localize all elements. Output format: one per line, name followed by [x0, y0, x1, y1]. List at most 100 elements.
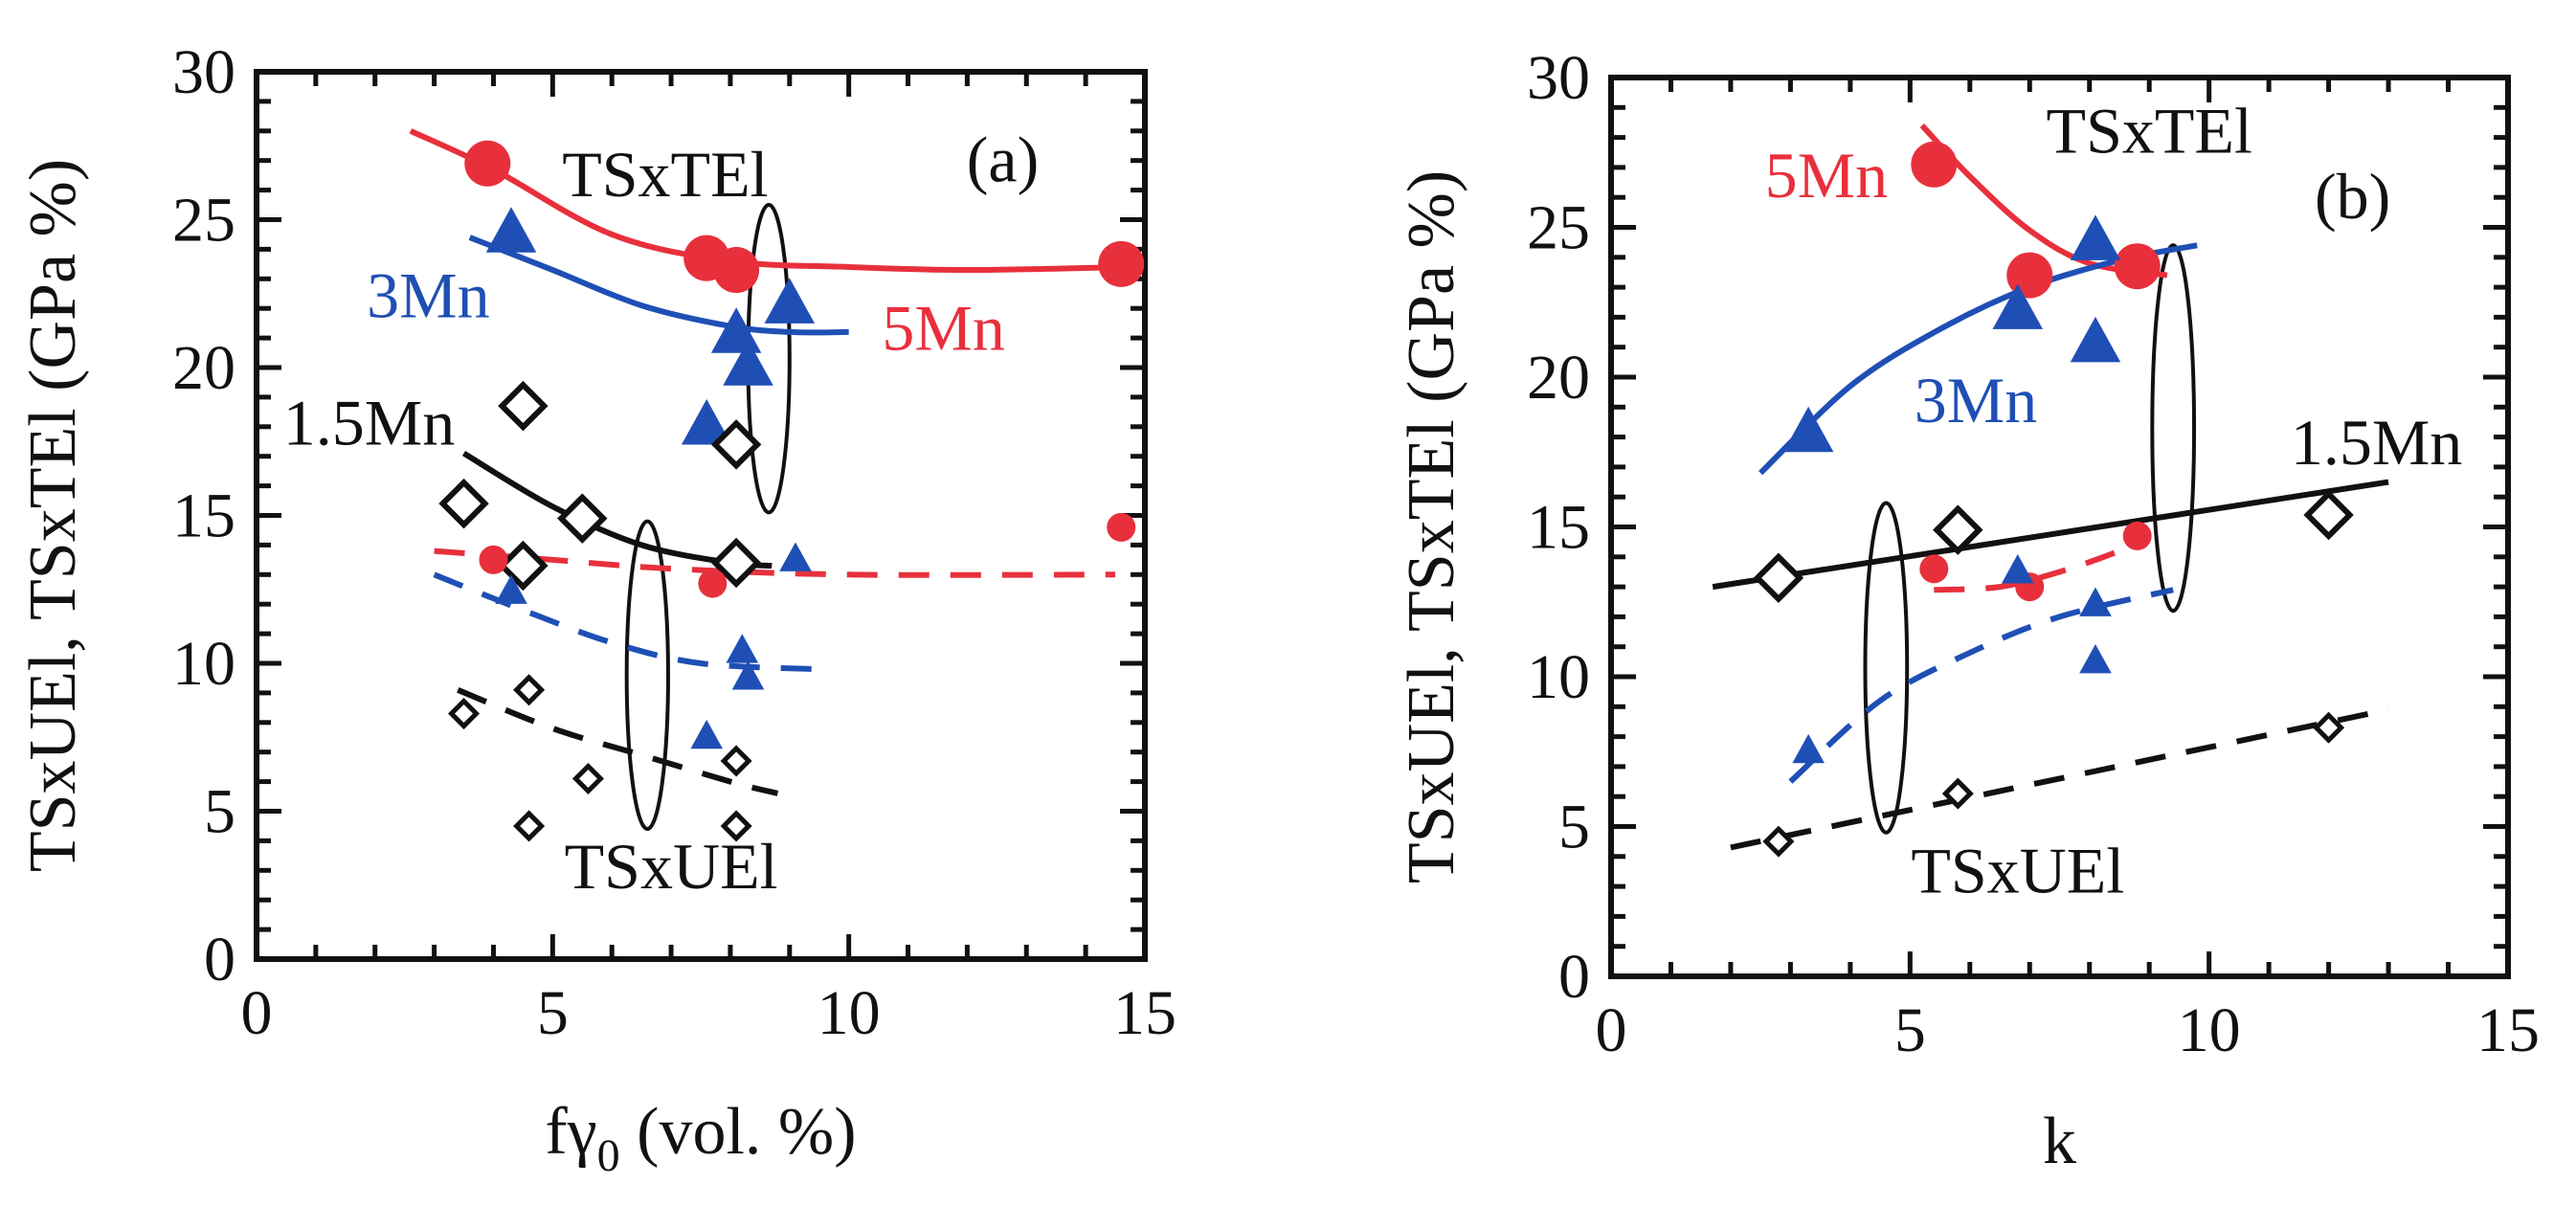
y-tick-label: 0 — [204, 925, 235, 995]
y-tick-label: 20 — [172, 333, 235, 403]
x-tick-label: 15 — [1113, 978, 1176, 1048]
data-point-1-5mn-tsxtel — [438, 478, 489, 529]
annotation-tsxtel: TSxTEl — [2047, 94, 2252, 167]
annotation-5mn: 5Mn — [1765, 139, 1888, 212]
data-point-3mn-tsxtel — [723, 340, 773, 386]
annotation-1-5mn: 1.5Mn — [283, 386, 455, 458]
data-point-3mn-tsxtel — [1992, 283, 2044, 329]
y-axis-title: TSxUEl, TSxTEl (GPa %) — [16, 159, 90, 872]
x-tick-label: 15 — [2476, 995, 2540, 1065]
y-tick-label: 20 — [1527, 343, 1590, 413]
y-tick-label: 5 — [204, 777, 235, 847]
y-tick-label: 15 — [1527, 493, 1590, 563]
data-point-1-5mn-tsxuel — [1762, 825, 1795, 858]
data-point-1-5mn-tsxtel — [710, 419, 762, 470]
x-axis-title-main: fγ — [545, 1095, 596, 1169]
y-tick-label: 10 — [172, 629, 235, 699]
data-point-1-5mn-tsxuel — [2313, 711, 2345, 744]
data-point-5mn-tsxuel — [2122, 521, 2152, 550]
y-tick-label: 10 — [1527, 642, 1590, 712]
x-tick-label: 5 — [537, 978, 569, 1048]
data-point-5mn-tsxtel — [464, 140, 511, 187]
y-tick-label: 5 — [1558, 793, 1590, 862]
y-tick-label: 30 — [1527, 43, 1590, 113]
annotation-tsxuel: TSxUEl — [565, 830, 778, 903]
data-point-3mn-tsxuel — [779, 542, 812, 571]
data-point-5mn-tsxtel — [2114, 243, 2161, 290]
annotation-3mn: 3Mn — [1915, 364, 2037, 436]
data-point-3mn-tsxuel — [2079, 643, 2112, 674]
data-point-3mn-tsxuel — [495, 574, 527, 604]
data-point-3mn-tsxtel — [2070, 214, 2121, 260]
y-tick-label: 15 — [172, 481, 235, 551]
data-point-5mn-tsxtel — [713, 247, 760, 294]
x-tick-label: 0 — [241, 978, 273, 1048]
y-tick-label: 0 — [1558, 942, 1590, 1012]
x-axis-title-units: (vol. %) — [620, 1095, 857, 1169]
x-axis-title: fγ0 (vol. %) — [545, 1095, 856, 1181]
data-point-3mn-tsxuel — [1792, 733, 1825, 764]
data-point-1-5mn-tsxuel — [513, 674, 546, 706]
data-point-1-5mn-tsxuel — [1941, 777, 1974, 810]
data-point-3mn-tsxtel — [1782, 406, 1834, 453]
data-point-1-5mn-tsxuel — [720, 810, 752, 842]
annotation-a: (a) — [967, 123, 1039, 195]
annotation-tsxuel: TSxUEl — [1911, 834, 2124, 906]
data-point-5mn-tsxuel — [1919, 554, 1949, 584]
group-ellipse — [2150, 243, 2197, 614]
data-point-1-5mn-tsxtel — [498, 380, 549, 432]
fit-line-1-5mn-tsxuel-fit — [1730, 706, 2389, 851]
data-point-1-5mn-tsxtel — [557, 493, 608, 544]
data-point-5mn-tsxuel — [479, 545, 508, 574]
data-point-3mn-tsxtel — [2070, 316, 2121, 363]
x-tick-label: 10 — [2178, 995, 2241, 1065]
fit-line-3mn-tsxuel-fit — [1788, 587, 2174, 784]
x-axis-title: k — [2043, 1105, 2076, 1178]
fit-line-1-5mn-tsxtel-fit — [1712, 479, 2389, 591]
x-axis-title-subscript: 0 — [597, 1130, 620, 1181]
data-point-1-5mn-tsxtel — [1753, 552, 1804, 603]
y-tick-label: 25 — [1527, 193, 1590, 263]
group-ellipse — [1863, 501, 1910, 835]
annotation-b: (b) — [2315, 160, 2390, 233]
data-point-3mn-tsxuel — [690, 719, 723, 749]
panel-b: 0 5 10 15 0 5 10 15 20 25 30 TSxUEl, TSxTEl (GPa %)… — [1395, 43, 2540, 1178]
data-point-3mn-tsxtel — [681, 399, 732, 445]
data-point-1-5mn-tsxtel — [1933, 504, 1983, 555]
data-point-3mn-tsxtel — [764, 278, 816, 324]
data-point-1-5mn-tsxtel — [2303, 489, 2354, 541]
data-point-5mn-tsxtel — [1911, 141, 1958, 188]
data-point-1-5mn-tsxuel — [447, 697, 481, 730]
fit-line-1-5mn-tsxuel-fit — [457, 687, 779, 796]
y-tick-label: 25 — [172, 186, 235, 256]
x-axis-title-main: k — [2043, 1105, 2076, 1178]
data-point-3mn-tsxuel — [2079, 587, 2112, 616]
annotation-tsxtel: TSxTEl — [562, 138, 768, 211]
x-tick-label: 5 — [1894, 995, 1926, 1065]
data-point-5mn-tsxuel — [698, 569, 728, 598]
x-tick-label: 10 — [818, 978, 881, 1048]
y-axis-title: TSxUEl, TSxTEl (GPa %) — [1395, 170, 1468, 883]
data-point-5mn-tsxuel — [1107, 512, 1136, 542]
data-point-1-5mn-tsxuel — [571, 762, 604, 795]
y-tick-label: 30 — [172, 37, 235, 107]
data-point-3mn-tsxuel — [2001, 554, 2034, 584]
annotation-3mn: 3Mn — [367, 258, 489, 331]
fit-line-3mn-tsxtel-fit — [468, 235, 849, 336]
annotation-5mn: 5Mn — [882, 291, 1004, 364]
data-point-1-5mn-tsxtel — [710, 537, 762, 589]
fit-line-5mn-tsxuel-fit — [434, 548, 1116, 578]
data-point-3mn-tsxuel — [726, 634, 759, 663]
data-point-3mn-tsxtel — [485, 207, 537, 253]
panel-a: 0 5 10 15 0 5 10 15 20 25 30 TSxUEl, TSxTEl (GPa %)… — [16, 37, 1176, 1181]
data-point-5mn-tsxtel — [1098, 240, 1145, 287]
annotation-1-5mn: 1.5Mn — [2291, 406, 2462, 479]
data-point-1-5mn-tsxtel — [498, 540, 549, 592]
data-point-3mn-tsxuel — [731, 660, 765, 690]
fit-line-5mn-tsxuel-fit — [1934, 533, 2151, 593]
data-point-1-5mn-tsxuel — [720, 745, 752, 777]
x-tick-label: 0 — [1596, 995, 1627, 1065]
data-point-1-5mn-tsxuel — [513, 810, 546, 842]
group-ellipse — [624, 519, 670, 832]
